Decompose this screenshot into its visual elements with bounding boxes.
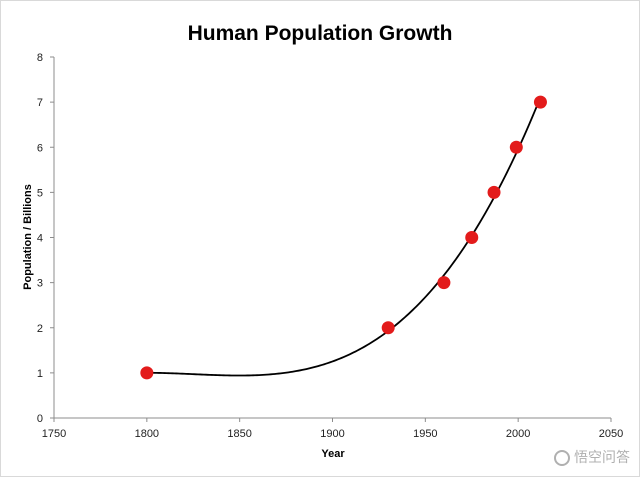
watermark-text: 悟空问答 — [574, 449, 630, 465]
y-tick-label: 2 — [37, 323, 43, 335]
data-point — [381, 321, 395, 335]
y-tick-label: 5 — [37, 187, 43, 199]
data-point — [487, 185, 501, 199]
axes — [50, 56, 612, 422]
data-point — [437, 276, 451, 290]
x-tick-label: 2050 — [599, 428, 623, 440]
y-tick-label: 4 — [37, 233, 43, 245]
y-axis-title: Population / Billions — [22, 184, 34, 290]
x-axis-title: Year — [321, 448, 345, 460]
data-point — [465, 231, 479, 244]
x-tick-label: 1800 — [135, 428, 159, 440]
data-point — [140, 366, 154, 380]
trendline — [146, 96, 542, 377]
data-points — [140, 95, 547, 380]
trendline-group — [146, 96, 542, 377]
x-tick-label: 1750 — [42, 428, 66, 440]
y-tick-label: 3 — [37, 278, 43, 290]
x-tick-label: 2000 — [506, 428, 530, 440]
x-tick-label: 1950 — [413, 428, 437, 440]
x-tick-label: 1900 — [320, 428, 344, 440]
y-tick-label: 7 — [37, 97, 43, 109]
x-tick-labels: 1750 1800 1850 1900 1950 2000 2050 — [42, 428, 623, 440]
data-point — [533, 95, 547, 109]
chart-title: Human Population Growth — [187, 22, 453, 45]
y-tick-label: 8 — [37, 52, 43, 64]
x-tick-label: 1850 — [227, 428, 251, 440]
data-point — [509, 140, 523, 154]
wukong-logo-icon — [554, 450, 570, 467]
y-tick-labels: 0 1 2 3 4 5 6 7 8 — [37, 52, 43, 425]
y-tick-label: 6 — [37, 142, 43, 154]
y-tick-label: 1 — [37, 368, 43, 380]
watermark: 悟空问答 — [554, 447, 630, 467]
y-tick-label: 0 — [37, 413, 43, 425]
